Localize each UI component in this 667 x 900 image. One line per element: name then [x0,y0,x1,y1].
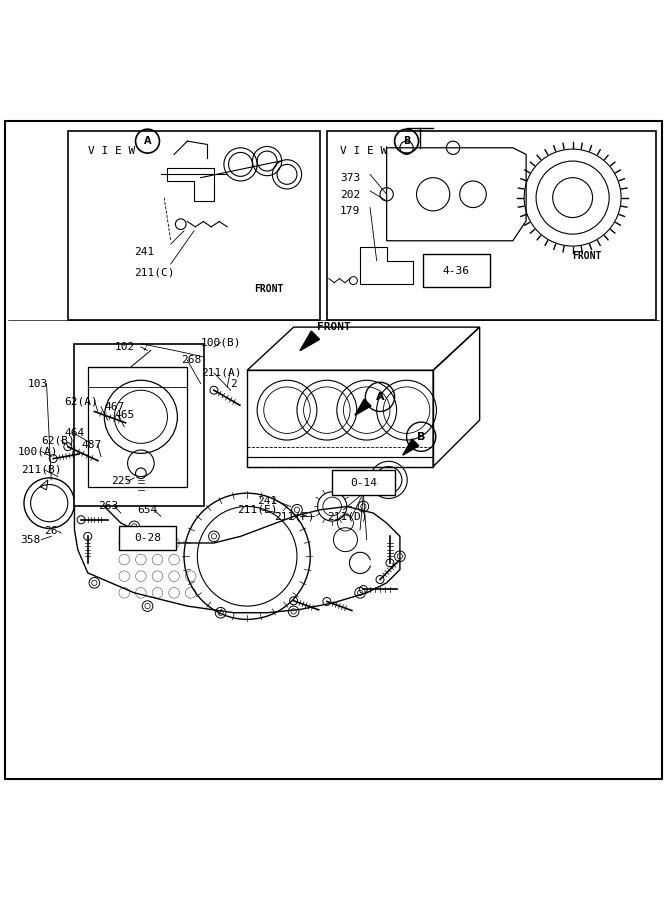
Text: 268: 268 [181,356,201,365]
Text: V I E W: V I E W [340,146,388,156]
Polygon shape [581,217,603,239]
Text: B: B [403,136,410,146]
Text: 464: 464 [65,428,85,438]
Text: 211(E): 211(E) [237,505,277,515]
Text: 487: 487 [81,440,101,450]
Text: 211(A): 211(A) [201,368,241,378]
Polygon shape [262,247,284,269]
Polygon shape [403,439,419,455]
Text: 0-14: 0-14 [350,478,377,488]
Text: 103: 103 [28,379,48,389]
Text: 2: 2 [231,379,237,389]
Text: 175: 175 [377,475,397,485]
Text: 241: 241 [134,248,155,257]
Text: B: B [417,432,426,442]
Polygon shape [355,400,371,415]
Text: 0-28: 0-28 [134,533,161,543]
Polygon shape [300,331,319,351]
Text: FRONT: FRONT [253,284,283,294]
Text: 465: 465 [114,410,135,419]
Text: 211(F): 211(F) [273,511,314,521]
Text: V I E W: V I E W [88,146,135,156]
Text: 225: 225 [111,476,131,486]
Text: 62(A): 62(A) [65,397,98,407]
Text: FRONT: FRONT [317,322,351,332]
Text: 102: 102 [114,342,135,352]
Text: 211(B): 211(B) [21,465,62,475]
FancyBboxPatch shape [331,470,396,495]
Text: 202: 202 [340,190,360,200]
Text: 211(C): 211(C) [134,267,175,277]
Bar [75,344,204,507]
Text: 358: 358 [20,535,40,544]
Text: 241: 241 [257,496,277,506]
Text: 467: 467 [104,401,125,412]
Text: A: A [376,392,384,402]
Text: FRONT: FRONT [573,251,602,261]
Text: A: A [144,136,151,146]
Text: 26: 26 [45,526,58,536]
FancyBboxPatch shape [423,254,490,287]
Bar [327,131,656,320]
Text: 654: 654 [137,505,158,515]
Text: 263: 263 [97,501,118,511]
Text: 100(B): 100(B) [201,338,241,347]
FancyBboxPatch shape [119,526,176,550]
Bar [68,131,320,320]
Text: 4-36: 4-36 [443,266,470,275]
Text: 62(B): 62(B) [41,436,75,446]
Text: 179: 179 [340,206,360,216]
Text: 211(D): 211(D) [327,511,368,521]
Text: 100(A): 100(A) [18,446,59,456]
Text: 373: 373 [340,173,360,183]
